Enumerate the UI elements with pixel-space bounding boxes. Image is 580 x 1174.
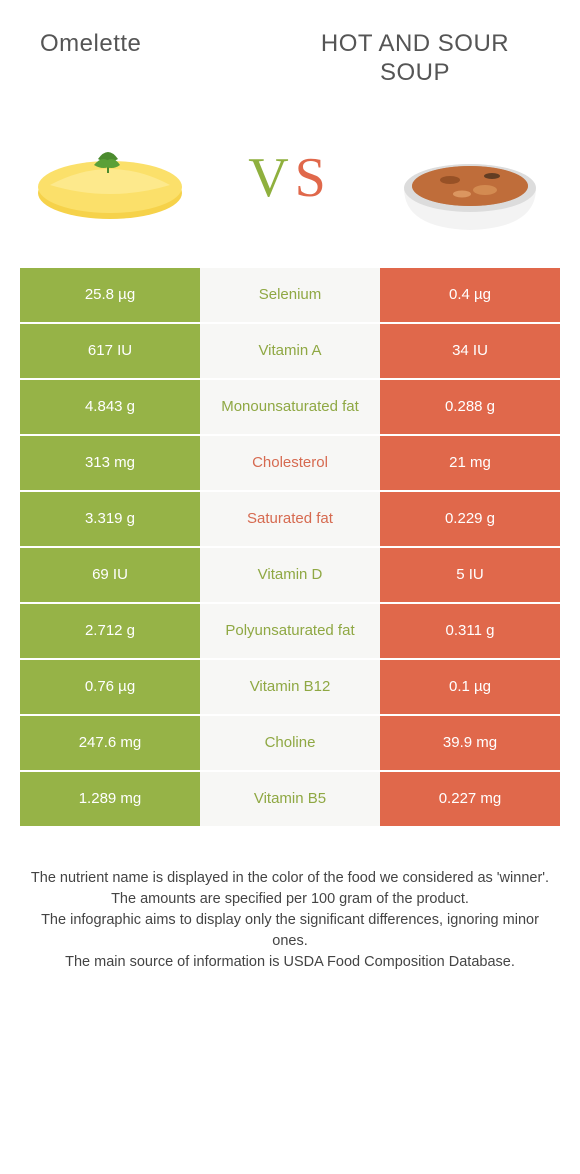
nutrient-label: Vitamin D — [200, 548, 380, 604]
value-left: 247.6 mg — [20, 716, 200, 772]
table-row: 4.843 gMonounsaturated fat0.288 g — [20, 380, 560, 436]
value-right: 0.229 g — [380, 492, 560, 548]
table-row: 617 IUVitamin A34 IU — [20, 324, 560, 380]
table-row: 25.8 µgSelenium0.4 µg — [20, 268, 560, 324]
footer-line: The infographic aims to display only the… — [30, 910, 550, 952]
value-right: 0.288 g — [380, 380, 560, 436]
footer-line: The main source of information is USDA F… — [30, 952, 550, 973]
value-left: 313 mg — [20, 436, 200, 492]
nutrient-label: Monounsaturated fat — [200, 380, 380, 436]
value-left: 1.289 mg — [20, 772, 200, 828]
value-left: 69 IU — [20, 548, 200, 604]
value-left: 25.8 µg — [20, 268, 200, 324]
vs-v: V — [248, 147, 294, 209]
nutrient-label: Selenium — [200, 268, 380, 324]
nutrient-label: Vitamin A — [200, 324, 380, 380]
nutrient-label: Saturated fat — [200, 492, 380, 548]
value-left: 0.76 µg — [20, 660, 200, 716]
nutrient-label: Polyunsaturated fat — [200, 604, 380, 660]
food-title-right: HOT AND SOUR SOUP — [290, 30, 540, 88]
value-right: 34 IU — [380, 324, 560, 380]
value-right: 39.9 mg — [380, 716, 560, 772]
value-right: 0.311 g — [380, 604, 560, 660]
table-row: 69 IUVitamin D5 IU — [20, 548, 560, 604]
value-left: 3.319 g — [20, 492, 200, 548]
nutrient-label: Vitamin B12 — [200, 660, 380, 716]
table-row: 3.319 gSaturated fat0.229 g — [20, 492, 560, 548]
value-right: 0.4 µg — [380, 268, 560, 324]
vs-row: VS — [0, 98, 580, 268]
value-right: 0.227 mg — [380, 772, 560, 828]
nutrient-table: 25.8 µgSelenium0.4 µg617 IUVitamin A34 I… — [20, 268, 560, 828]
soup-image — [390, 118, 550, 238]
food-title-left: Omelette — [40, 30, 290, 88]
nutrient-label: Cholesterol — [200, 436, 380, 492]
value-left: 2.712 g — [20, 604, 200, 660]
value-left: 617 IU — [20, 324, 200, 380]
vs-s: S — [295, 147, 332, 209]
table-row: 2.712 gPolyunsaturated fat0.311 g — [20, 604, 560, 660]
footer-notes: The nutrient name is displayed in the co… — [0, 828, 580, 993]
value-right: 5 IU — [380, 548, 560, 604]
nutrient-label: Vitamin B5 — [200, 772, 380, 828]
omelette-image — [30, 118, 190, 238]
table-row: 1.289 mgVitamin B50.227 mg — [20, 772, 560, 828]
vs-label: VS — [248, 146, 332, 210]
value-right: 21 mg — [380, 436, 560, 492]
value-right: 0.1 µg — [380, 660, 560, 716]
header: Omelette HOT AND SOUR SOUP — [0, 0, 580, 98]
table-row: 313 mgCholesterol21 mg — [20, 436, 560, 492]
footer-line: The amounts are specified per 100 gram o… — [30, 889, 550, 910]
table-row: 0.76 µgVitamin B120.1 µg — [20, 660, 560, 716]
footer-line: The nutrient name is displayed in the co… — [30, 868, 550, 889]
nutrient-label: Choline — [200, 716, 380, 772]
value-left: 4.843 g — [20, 380, 200, 436]
table-row: 247.6 mgCholine39.9 mg — [20, 716, 560, 772]
